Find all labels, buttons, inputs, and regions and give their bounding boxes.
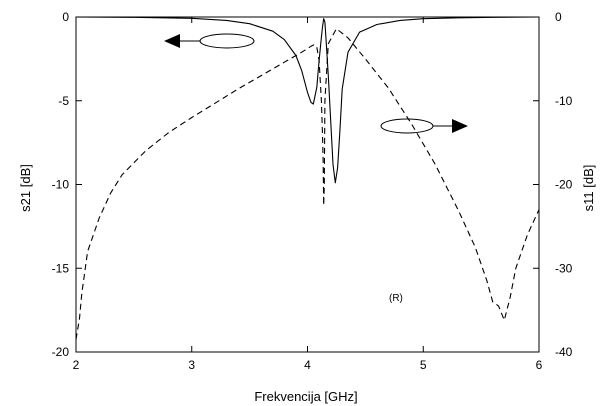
x-tick-label: 5 bbox=[420, 358, 427, 372]
s21-marker-ellipse bbox=[199, 33, 255, 49]
s21-arrow-head bbox=[164, 34, 180, 48]
y-axis-title-right: s11 [dB] bbox=[581, 165, 596, 212]
s11-marker-ellipse bbox=[380, 118, 434, 134]
y-tick-label-left: -10 bbox=[52, 178, 70, 192]
y-tick-label-left: -5 bbox=[58, 94, 69, 108]
plot-area: 2 3 4 5 6 0 -5 -10 -15 -20 0 -10 -20 -30 -40 bbox=[52, 10, 573, 372]
y-tick-label-left: -15 bbox=[52, 261, 70, 275]
y-tick-label-left: 0 bbox=[62, 10, 69, 24]
x-axis-title: Frekvencija [GHz] bbox=[254, 389, 357, 404]
x-tick-label: 4 bbox=[304, 358, 311, 372]
y-tick-label-right: -30 bbox=[555, 261, 573, 275]
annotation-label: (R) bbox=[389, 293, 403, 304]
x-tick-label: 3 bbox=[188, 358, 195, 372]
plot-frame bbox=[75, 16, 540, 353]
s11-line bbox=[75, 28, 540, 340]
y-tick-label-right: -10 bbox=[555, 94, 573, 108]
annotation-layer bbox=[164, 33, 468, 134]
y-tick-label-left: -20 bbox=[52, 345, 70, 359]
y-axis-title-left: s21 [dB] bbox=[18, 164, 33, 212]
y-tick-label-right: -20 bbox=[555, 178, 573, 192]
y-tick-label-right: -40 bbox=[555, 345, 573, 359]
x-tick-label: 2 bbox=[73, 358, 80, 372]
x-tick-label: 6 bbox=[536, 358, 543, 372]
y-tick-label-right: 0 bbox=[555, 10, 562, 24]
s21-line bbox=[75, 16, 540, 184]
s11-arrow-head bbox=[452, 119, 468, 133]
series-layer bbox=[75, 16, 540, 340]
